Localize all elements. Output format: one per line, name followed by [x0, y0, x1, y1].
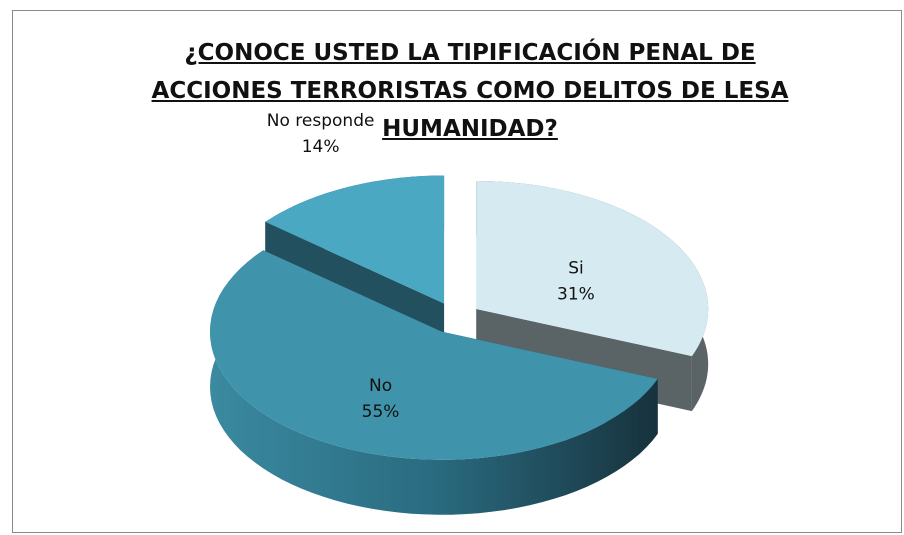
data-label-value: 31% [557, 285, 595, 305]
data-label-value: 14% [302, 137, 340, 157]
data-label-name: No [369, 376, 392, 396]
data-label-value: 55% [362, 402, 400, 422]
data-label-name: Si [568, 259, 584, 279]
data-label-name: No responde [267, 111, 375, 131]
slice [210, 250, 658, 460]
slice [476, 181, 709, 357]
chart-frame [12, 10, 902, 533]
chart-title: ¿CONOCE USTED LA TIPIFICACIÓN PENAL DE A… [151, 40, 789, 142]
slice-outer-side [210, 250, 658, 515]
slice [265, 175, 445, 304]
